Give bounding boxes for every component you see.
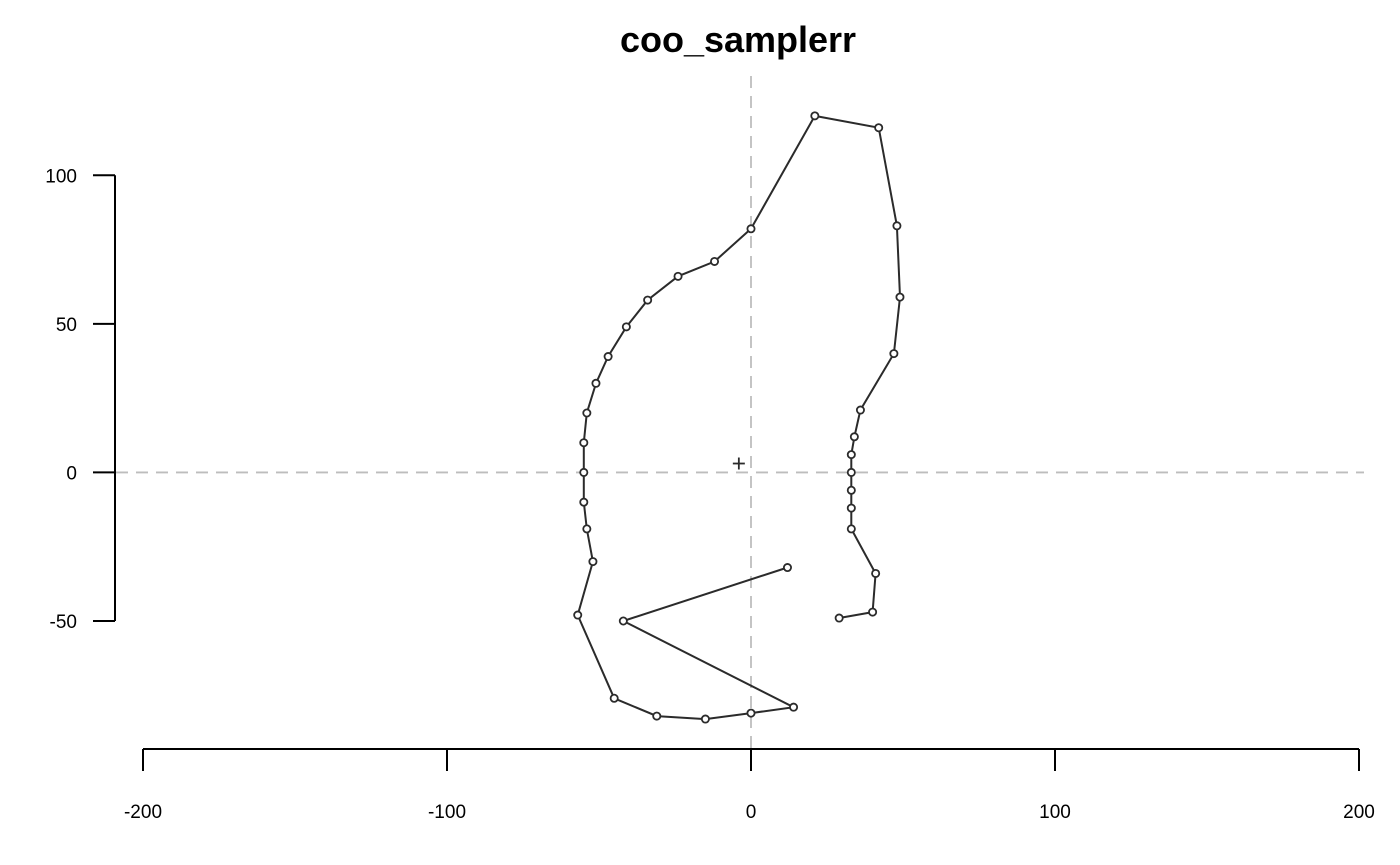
data-point (573, 610, 583, 620)
data-point (892, 221, 902, 231)
data-point (846, 485, 856, 495)
data-point (782, 563, 792, 573)
x-tick-label: -200 (124, 802, 162, 823)
data-point (834, 613, 844, 623)
data-point (874, 123, 884, 133)
data-point (582, 524, 592, 534)
data-point (889, 349, 899, 359)
series-outline (576, 114, 902, 721)
y-tick-label: 50 (56, 315, 77, 336)
data-point (700, 714, 710, 724)
data-point (846, 503, 856, 513)
y-tick-label: 100 (45, 166, 77, 187)
data-point (591, 378, 601, 388)
data-point (746, 224, 756, 234)
data-point (579, 467, 589, 477)
y-tick-label: -50 (50, 612, 77, 633)
data-point (618, 616, 628, 626)
data-point (846, 467, 856, 477)
data-point (895, 292, 905, 302)
x-tick-label: -100 (428, 802, 466, 823)
data-point (868, 607, 878, 617)
centroid-marker (732, 457, 745, 470)
data-point (579, 497, 589, 507)
y-axis: -50 0 50 100 (45, 166, 116, 633)
data-point (621, 322, 631, 332)
series-points (573, 111, 905, 724)
data-point (789, 702, 799, 712)
data-point (609, 693, 619, 703)
data-point (582, 408, 592, 418)
data-point (710, 256, 720, 266)
data-point (746, 708, 756, 718)
guide-lines (116, 76, 1364, 749)
series-line (576, 114, 902, 721)
data-point (579, 438, 589, 448)
data-point (588, 557, 598, 567)
data-point (849, 432, 859, 442)
data-point (603, 352, 613, 362)
data-point (810, 111, 820, 121)
x-axis: -200 -100 0 100 200 (124, 748, 1375, 823)
x-tick-label: 0 (746, 802, 757, 823)
data-point (652, 711, 662, 721)
x-tick-label: 100 (1039, 802, 1071, 823)
data-point (846, 450, 856, 460)
data-point (855, 405, 865, 415)
x-tick-label: 200 (1343, 802, 1375, 823)
chart-title: coo_samplerr (620, 19, 856, 60)
data-point (643, 295, 653, 305)
y-tick-label: 0 (66, 463, 77, 484)
data-point (846, 524, 856, 534)
data-point (673, 271, 683, 281)
data-point (871, 568, 881, 578)
